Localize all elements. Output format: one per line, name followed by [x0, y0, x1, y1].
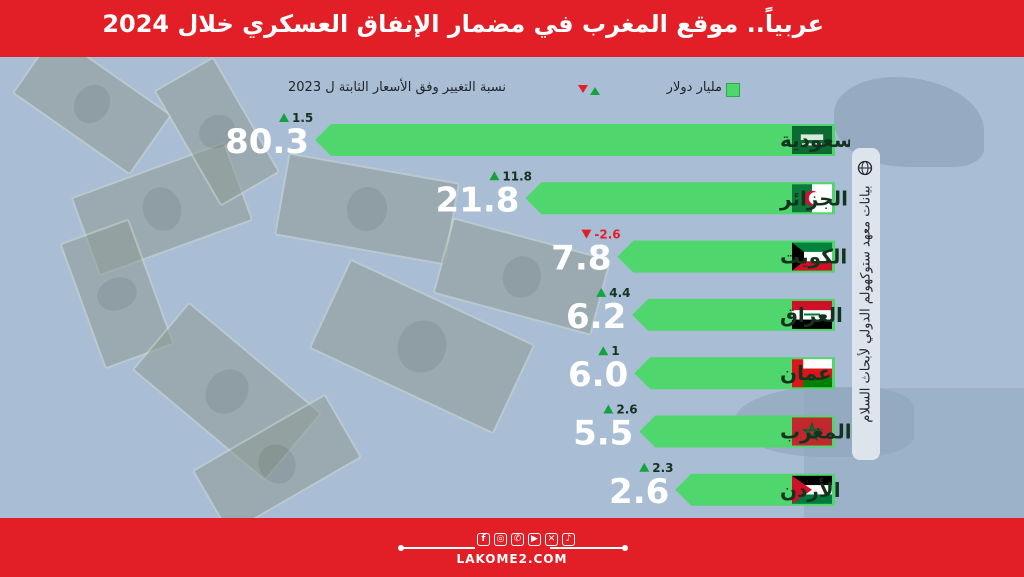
change-label: 2.3: [652, 461, 673, 475]
category-label: الجزائر: [779, 186, 848, 210]
iraq-flag: [792, 300, 832, 329]
instagram-icon[interactable]: ◎: [494, 533, 507, 546]
change-label: 2.6: [616, 403, 637, 417]
change-up-icon: [598, 346, 609, 356]
value-label: 6.0: [568, 355, 628, 395]
change-label: 1.5: [292, 111, 313, 125]
category-label: الأردن: [780, 477, 841, 502]
change-down-icon: [581, 229, 592, 239]
facebook-icon[interactable]: f: [477, 533, 490, 546]
bar-chart: السعودية 80.31.5 الجزائر 21.811.8 الكويت 7.8-…: [225, 111, 850, 512]
change-up-icon: [489, 171, 500, 181]
bar: [617, 240, 835, 273]
value-label: 21.8: [436, 180, 520, 220]
value-label: 6.2: [566, 297, 626, 337]
category-label: الكويت: [780, 245, 847, 269]
change-label: 4.4: [609, 286, 630, 300]
change-up-icon: [639, 462, 650, 472]
legend-change-label: نسبة التغيير وفق الأسعار الثابتة ل 2023: [288, 80, 506, 95]
footer-divider: [400, 547, 475, 549]
category-label: العراق: [780, 303, 843, 327]
bar: [525, 182, 835, 215]
bar: [632, 298, 835, 331]
footer-bar: [0, 518, 1024, 577]
oman-flag: [792, 359, 832, 388]
site-link[interactable]: LAKOME2.COM: [456, 552, 568, 566]
legend-value-swatch: [726, 83, 740, 97]
category-label: عمان: [780, 361, 832, 385]
morocco-flag: [792, 417, 832, 446]
source-note: بيانات معهد ستوكهولم الدولي لأبحاث السلا…: [858, 185, 874, 423]
value-label: 5.5: [573, 414, 633, 454]
change-label: 1: [611, 344, 619, 358]
footer-divider: [550, 547, 625, 549]
change-label: -2.6: [594, 228, 620, 242]
social-icons: f ◎ ✆ ▶ ✕ ♪: [477, 533, 575, 546]
bar: [315, 124, 835, 156]
legend: مليار دولار نسبة التغيير وفق الأسعار الث…: [280, 80, 740, 100]
category-label: المغرب: [780, 420, 850, 444]
whatsapp-icon[interactable]: ✆: [511, 533, 524, 546]
change-up-icon: [596, 287, 607, 297]
legend-value-label: مليار دولار: [666, 80, 722, 95]
globe-icon: [857, 160, 873, 176]
change-label: 11.8: [502, 169, 532, 183]
x-icon[interactable]: ✕: [545, 533, 558, 546]
bar: [639, 415, 835, 448]
value-label: 80.3: [225, 122, 309, 162]
saudi-arabia-flag: [792, 126, 832, 154]
page-title: عربياً.. موقع المغرب في مضمار الإنفاق ال…: [102, 10, 824, 38]
background-flag-image: [804, 388, 1024, 518]
algeria-flag: [792, 184, 832, 213]
bar: [634, 357, 835, 390]
youtube-icon[interactable]: ▶: [528, 533, 541, 546]
legend-down-triangle-icon: [578, 85, 588, 93]
value-label: 7.8: [551, 239, 611, 279]
tiktok-icon[interactable]: ♪: [562, 533, 575, 546]
change-up-icon: [603, 404, 614, 414]
legend-up-triangle-icon: [590, 87, 600, 95]
category-label: السعودية: [780, 128, 850, 152]
kuwait-flag: [792, 242, 832, 271]
header-bar: عربياً.. موقع المغرب في مضمار الإنفاق ال…: [0, 0, 1024, 57]
footer-dot: [622, 545, 628, 551]
source-note-box: [852, 148, 880, 460]
jordan-flag: [792, 475, 832, 504]
value-label: 2.6: [609, 472, 669, 512]
change-up-icon: [279, 113, 289, 122]
